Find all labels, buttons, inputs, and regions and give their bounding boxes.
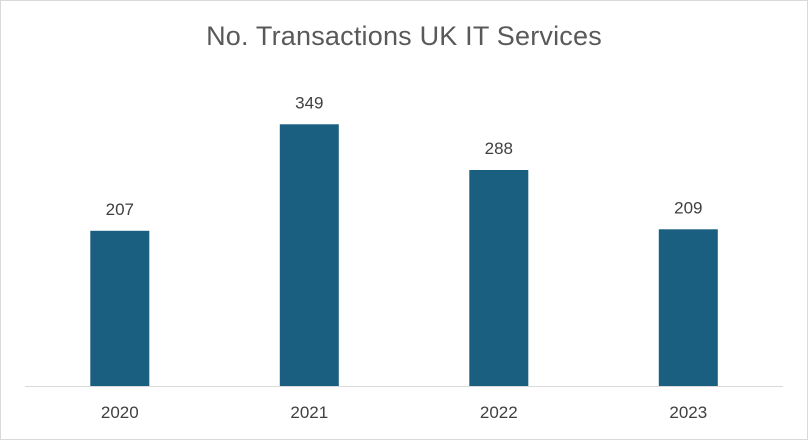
- bar-2020: [90, 230, 150, 387]
- chart-title: No. Transactions UK IT Services: [206, 21, 602, 51]
- x-tick-label-2022: 2022: [480, 403, 518, 422]
- bar-2022: [469, 170, 529, 386]
- bars-group: [90, 124, 718, 387]
- data-label-2020: 207: [106, 200, 134, 219]
- bar-2023: [658, 229, 718, 387]
- x-tick-label-2023: 2023: [669, 403, 707, 422]
- x-tick-label-2021: 2021: [290, 403, 328, 422]
- data-labels-group: 207 349 288 209: [106, 93, 703, 219]
- bar-2021: [279, 124, 339, 387]
- data-label-2021: 349: [295, 93, 323, 112]
- x-tick-label-2020: 2020: [101, 403, 139, 422]
- data-label-2022: 288: [485, 139, 513, 158]
- data-label-2023: 209: [674, 198, 702, 217]
- x-tick-labels-group: 2020 2021 2022 2023: [101, 403, 707, 422]
